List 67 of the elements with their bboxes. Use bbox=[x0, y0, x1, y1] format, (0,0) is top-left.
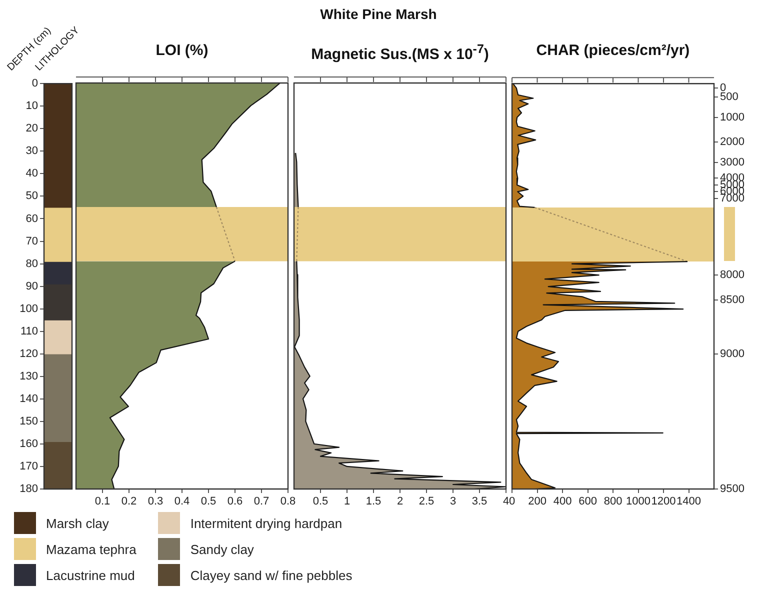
x-tick-label: 0.1 bbox=[94, 496, 110, 508]
y-tick-label: 180 bbox=[20, 483, 38, 496]
y-tick-label: 80 bbox=[26, 258, 38, 270]
x-tick-label: 0.6 bbox=[227, 496, 243, 508]
y-tick-label: 90 bbox=[26, 280, 38, 292]
x-tick-label: 200 bbox=[528, 496, 546, 508]
x-tick-label: 600 bbox=[578, 496, 597, 508]
x-tick-label: 800 bbox=[604, 496, 622, 508]
y-tick-label: 70 bbox=[26, 235, 38, 248]
y-tick-label: 0 bbox=[32, 78, 38, 90]
text: White Pine Marsh bbox=[319, 6, 438, 22]
y-tick-label: 130 bbox=[20, 370, 38, 382]
category-label: 1000 bbox=[720, 111, 744, 124]
x-tick-label: 0.3 bbox=[148, 496, 164, 508]
legend-label: Sandy clay bbox=[190, 542, 254, 556]
x-tick-label: 0.5 bbox=[312, 496, 328, 508]
y-tick-label: 10 bbox=[26, 100, 38, 112]
legend-label: Clayey sand w/ fine pebbles bbox=[190, 568, 352, 582]
category-label: 3000 bbox=[720, 156, 744, 168]
legend-label: Lacustrine mud bbox=[46, 568, 135, 582]
x-tick-label: 0.7 bbox=[254, 496, 270, 508]
x-tick-label: 2.5 bbox=[418, 496, 434, 508]
chart-title: CHAR (pieces/cm²/yr) bbox=[536, 42, 690, 59]
y-tick-label: 40 bbox=[26, 168, 38, 180]
x-tick-label: 0.8 bbox=[280, 496, 296, 508]
bar bbox=[44, 320, 72, 354]
chart-title: LOI (%) bbox=[156, 42, 208, 59]
y-tick-label: 100 bbox=[20, 302, 38, 315]
bar bbox=[44, 354, 72, 442]
x-tick-label: 1400 bbox=[676, 496, 701, 508]
y-tick-label: 140 bbox=[20, 392, 38, 405]
x-tick-label: 1000 bbox=[626, 496, 650, 508]
x-tick-label: 0.2 bbox=[121, 496, 137, 508]
y-tick-label: 150 bbox=[20, 415, 38, 428]
x-tick-label: 3.5 bbox=[472, 496, 488, 508]
x-tick-label: 4 bbox=[502, 496, 510, 508]
x-tick-label: 1.5 bbox=[366, 496, 382, 508]
y-tick-label: 170 bbox=[20, 460, 38, 473]
x-tick-label: 0.5 bbox=[200, 496, 216, 508]
category-label: 8000 bbox=[720, 269, 744, 282]
category-label: 2000 bbox=[720, 136, 744, 148]
category-label: 9000 bbox=[720, 348, 744, 360]
category-label: 500 bbox=[720, 91, 738, 104]
bar bbox=[44, 441, 72, 489]
x-tick-label: 2 bbox=[396, 496, 404, 508]
y-tick-label: 60 bbox=[26, 212, 38, 225]
y-tick-label: 110 bbox=[20, 325, 38, 338]
legend-label: Mazama tephra bbox=[46, 542, 136, 556]
x-tick-label: 0 bbox=[508, 496, 516, 508]
bar bbox=[44, 84, 72, 208]
legend-label: Intermitent drying hardpan bbox=[190, 516, 342, 530]
x-tick-label: 0.4 bbox=[174, 496, 190, 508]
legend-label: Marsh clay bbox=[46, 516, 109, 530]
y-tick-label: 20 bbox=[26, 122, 38, 135]
y-tick-label: 120 bbox=[20, 348, 38, 360]
chart-title: Magnetic Sus.(MS x 10$^{-7}$) bbox=[310, 42, 490, 63]
category-label: 7000 bbox=[720, 192, 744, 204]
x-tick-label: 400 bbox=[553, 496, 572, 508]
x-tick-label: 1 bbox=[344, 496, 350, 508]
category-label: 9500 bbox=[720, 483, 744, 496]
y-tick-label: 160 bbox=[20, 438, 38, 450]
y-tick-label: 50 bbox=[26, 190, 38, 202]
bar bbox=[44, 207, 72, 262]
x-tick-label: 3 bbox=[450, 496, 456, 508]
x-tick-label: 1200 bbox=[651, 496, 676, 508]
category-label: 8500 bbox=[720, 294, 744, 306]
y-tick-label: 30 bbox=[26, 145, 38, 158]
